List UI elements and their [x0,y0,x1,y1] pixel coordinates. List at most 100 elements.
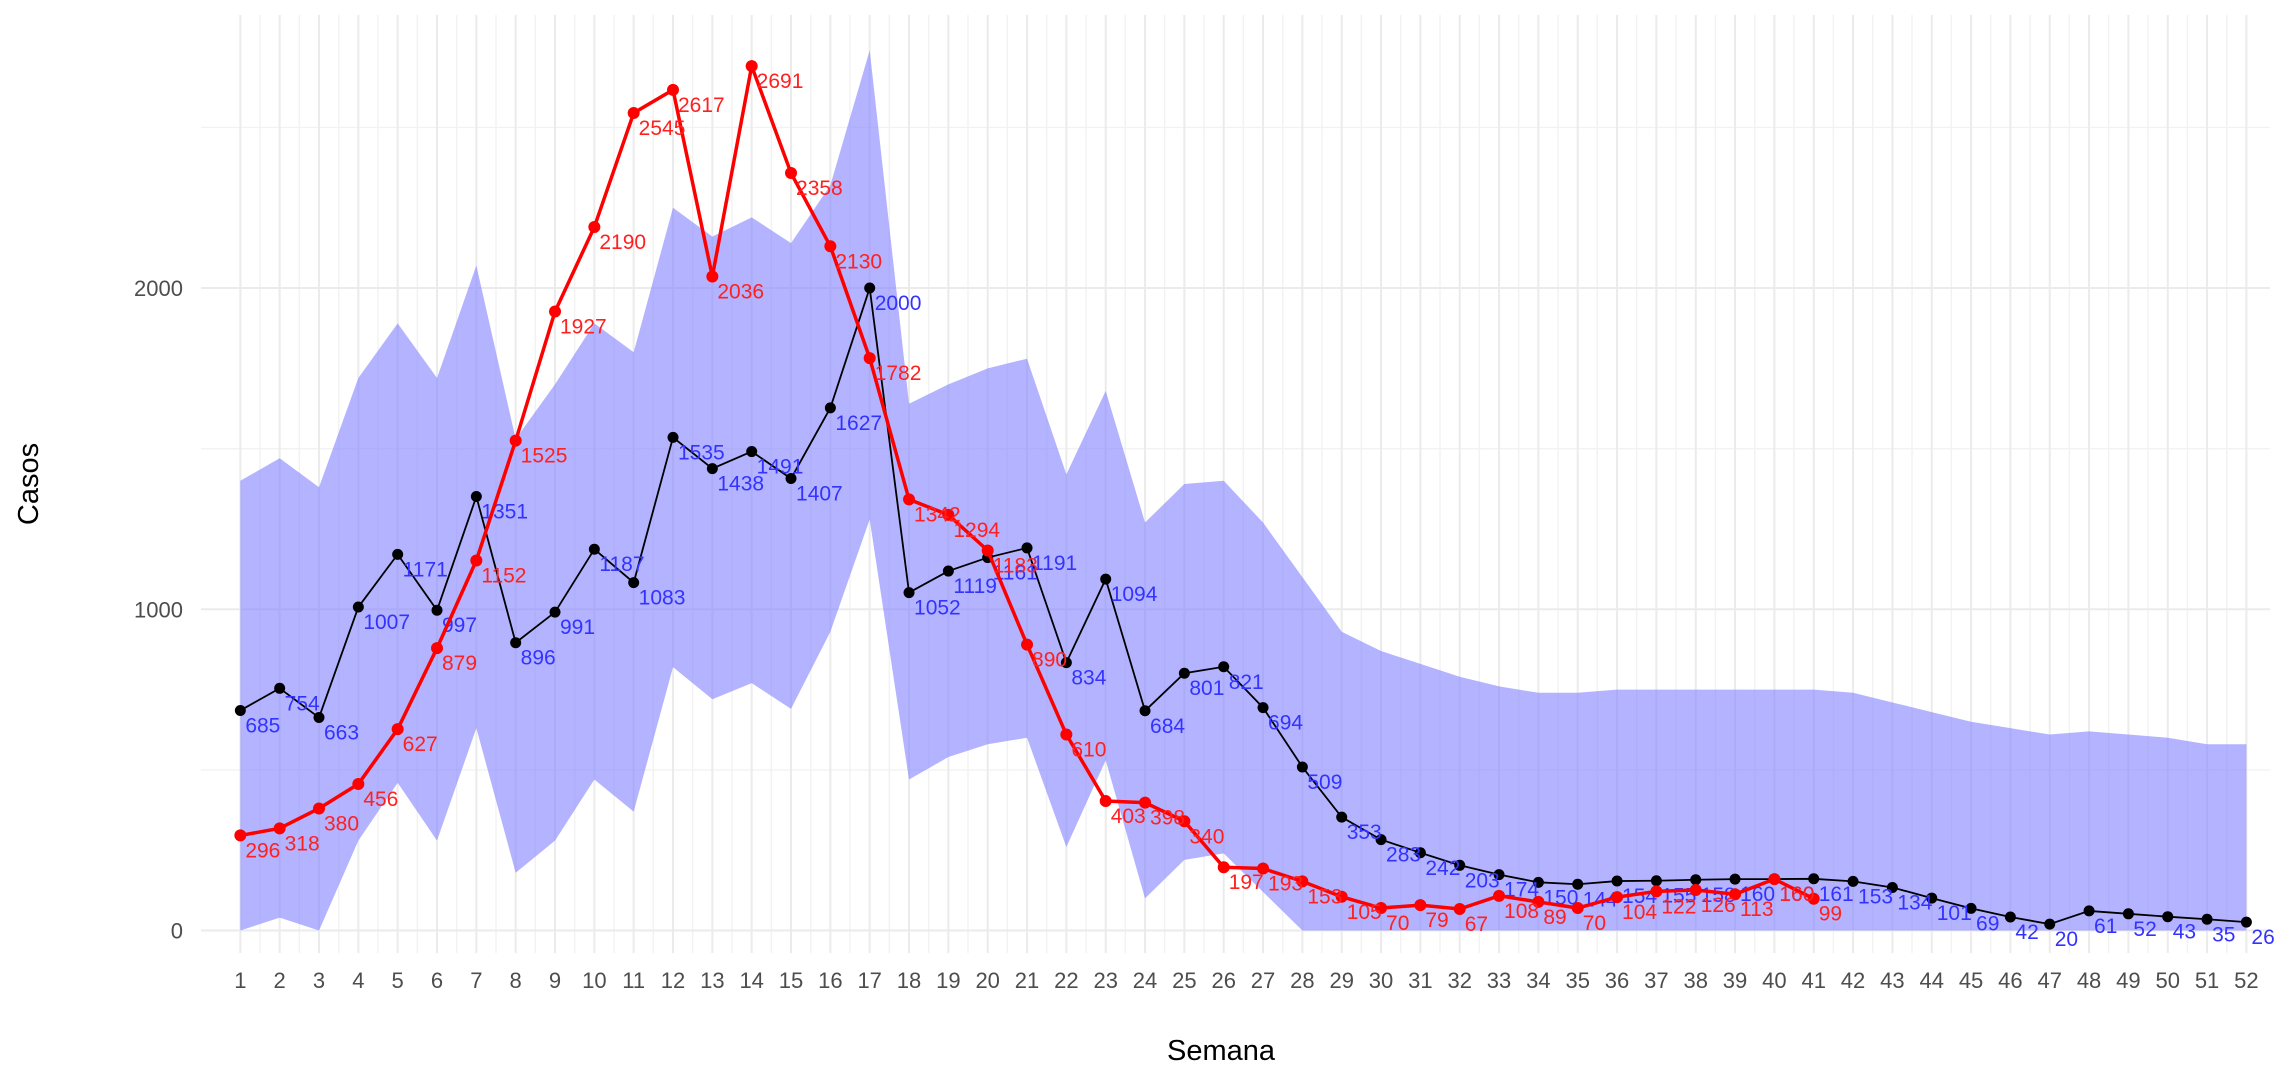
point [628,577,640,589]
data-label: 834 [1071,667,1106,690]
data-label: 340 [1189,825,1224,848]
y-tick-label: 2000 [134,276,183,301]
data-label: 160 [1779,883,1814,906]
point [549,606,561,618]
point [746,446,758,458]
x-axis-title: Semana [1167,1035,1276,1067]
x-tick-label: 24 [1133,968,1157,993]
x-tick-label: 23 [1093,968,1117,993]
point [1375,902,1388,915]
point [1493,869,1505,881]
point [431,604,443,616]
point [1100,573,1112,585]
x-tick-label: 12 [661,968,685,993]
x-tick-label: 9 [549,968,561,993]
point [667,431,679,443]
point [863,352,876,365]
data-label: 158 [1701,884,1736,907]
point [1257,862,1270,875]
point [2004,911,2016,923]
point [981,544,994,557]
x-tick-label: 25 [1172,968,1196,993]
point [903,587,915,599]
data-label: 1782 [875,362,922,385]
x-tick-label: 32 [1447,968,1471,993]
data-label: 99 [1819,903,1842,926]
point [1965,902,1977,914]
data-label: 52 [2133,918,2156,941]
data-label: 69 [1976,912,1999,935]
x-tick-label: 33 [1487,968,1511,993]
data-label: 1535 [678,441,725,464]
point [1296,875,1309,888]
point [1414,847,1426,859]
x-tick-label: 37 [1644,968,1668,993]
data-label: 126 [1701,894,1736,917]
data-label: 2130 [835,250,882,273]
data-label: 1927 [560,315,607,338]
data-label: 1191 [1032,552,1077,575]
data-label: 67 [1465,913,1488,936]
point [1886,881,1898,893]
point [2162,911,2174,923]
data-label: 89 [1543,906,1566,929]
data-label: 991 [560,616,595,639]
data-label: 685 [245,714,280,737]
point [588,221,601,234]
data-label: 153 [1307,885,1342,908]
point [1729,888,1742,901]
data-label: 108 [1504,900,1539,923]
point [352,778,365,791]
x-tick-label: 50 [2155,968,2179,993]
x-tick-label: 35 [1565,968,1589,993]
point [1335,890,1348,903]
x-tick-label: 16 [818,968,842,993]
x-tick-label: 21 [1015,968,1039,993]
data-label: 2691 [757,70,804,93]
data-label: 627 [403,733,438,756]
data-label: 101 [1937,902,1972,925]
x-tick-label: 14 [739,968,763,993]
x-tick-label: 39 [1723,968,1747,993]
data-label: 380 [324,812,359,835]
data-label: 1007 [363,611,410,634]
x-tick-label: 51 [2195,968,2219,993]
data-label: 821 [1229,671,1264,694]
point [1493,889,1506,902]
point [2122,908,2134,920]
data-label: 283 [1386,844,1421,867]
point [273,822,286,835]
x-tick-label: 11 [622,968,645,993]
point [274,682,286,694]
data-label: 890 [1032,649,1067,672]
point [510,637,522,649]
data-label: 105 [1347,901,1382,924]
x-tick-label: 52 [2234,968,2258,993]
point [745,60,758,73]
x-tick-label: 38 [1683,968,1707,993]
data-label: 1187 [599,553,644,576]
x-tick-label: 27 [1251,968,1275,993]
point [667,83,680,96]
x-tick-label: 3 [313,968,325,993]
data-label: 2545 [639,117,686,140]
x-tick-label: 47 [2037,968,2061,993]
point [1926,892,1938,904]
point [1021,542,1033,554]
point [1257,702,1269,714]
data-label: 1438 [717,473,764,496]
point [1729,873,1741,885]
x-tick-label: 45 [1959,968,1983,993]
x-tick-label: 18 [897,968,921,993]
point [1571,902,1584,915]
x-tick-label: 41 [1801,968,1825,993]
point [864,282,876,294]
data-label: 134 [1897,891,1932,914]
point [942,508,955,521]
x-tick-label: 22 [1054,968,1078,993]
point [824,402,836,414]
point [1139,705,1151,717]
y-axis-title: Casos [13,443,45,525]
data-label: 1083 [639,587,686,610]
